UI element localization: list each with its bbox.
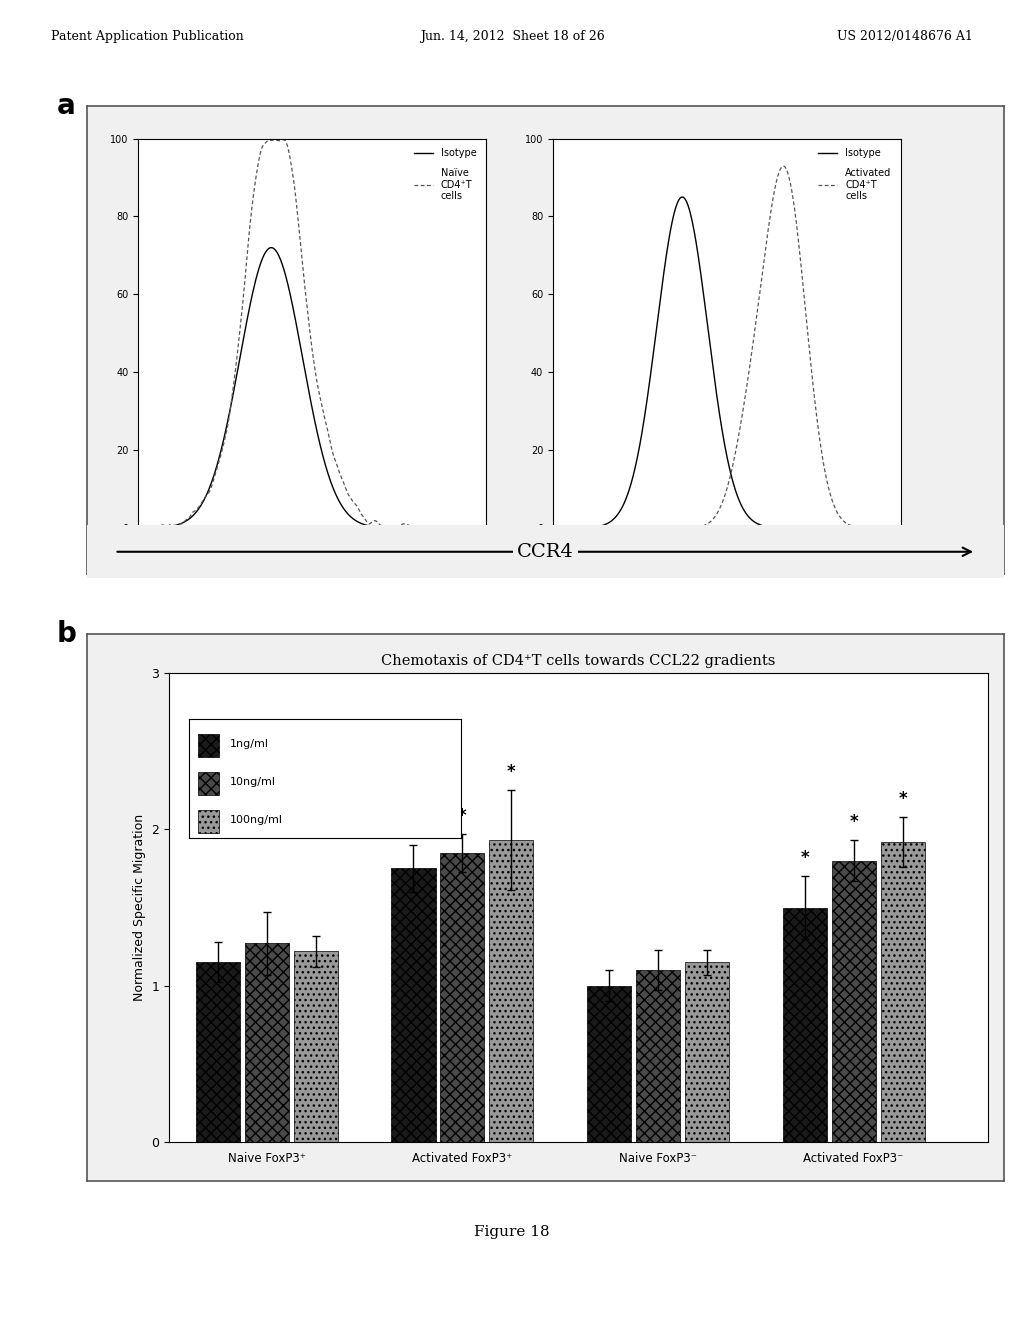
Text: *: *	[410, 817, 418, 836]
Bar	[685, 962, 729, 1142]
Text: Figure 18: Figure 18	[474, 1225, 550, 1239]
Text: 10ng/ml: 10ng/ml	[230, 777, 276, 787]
Text: *: *	[849, 813, 858, 832]
Bar	[198, 809, 219, 833]
Bar	[294, 952, 338, 1142]
Legend: Isotype, Activated
CD4⁺T
cells: Isotype, Activated CD4⁺T cells	[813, 144, 896, 206]
Bar	[782, 908, 826, 1142]
Text: Jun. 14, 2012  Sheet 18 of 26: Jun. 14, 2012 Sheet 18 of 26	[420, 30, 604, 44]
Text: a: a	[56, 92, 75, 120]
Text: US 2012/0148676 A1: US 2012/0148676 A1	[837, 30, 973, 44]
Text: 100ng/ml: 100ng/ml	[230, 816, 284, 825]
Legend: Isotype, Naïve
CD4⁺T
cells: Isotype, Naïve CD4⁺T cells	[409, 144, 481, 206]
Text: *: *	[507, 763, 516, 781]
Y-axis label: Normalized Specific Migration: Normalized Specific Migration	[133, 814, 145, 1001]
Bar	[636, 970, 680, 1142]
Text: Patent Application Publication: Patent Application Publication	[51, 30, 244, 44]
Text: *: *	[801, 849, 809, 867]
Text: 1ng/ml: 1ng/ml	[230, 739, 269, 750]
Bar	[196, 962, 240, 1142]
Text: *: *	[458, 807, 467, 825]
Text: *: *	[898, 789, 907, 808]
Text: CCR4: CCR4	[517, 543, 573, 561]
Title: Chemotaxis of CD4⁺T cells towards CCL22 gradients: Chemotaxis of CD4⁺T cells towards CCL22 …	[381, 653, 776, 668]
Bar	[198, 734, 219, 758]
Bar	[245, 944, 289, 1142]
Bar	[391, 869, 435, 1142]
Bar	[489, 841, 534, 1142]
Bar	[440, 853, 484, 1142]
Bar	[587, 986, 631, 1142]
Bar	[198, 772, 219, 796]
Bar	[831, 861, 876, 1142]
Bar	[881, 842, 925, 1142]
Text: b: b	[56, 620, 76, 648]
